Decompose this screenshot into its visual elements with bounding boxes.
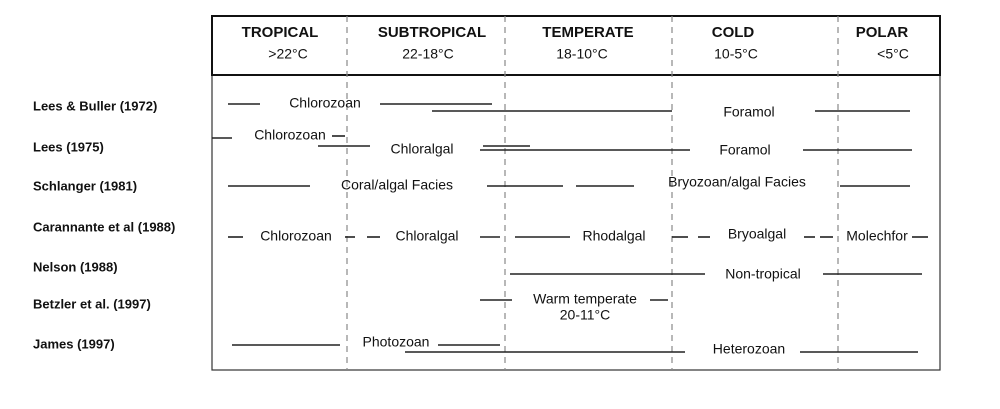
zone-label: 20-11°C	[560, 307, 610, 323]
row-author: Schlanger (1981)	[33, 178, 137, 193]
zone-label: Coral/algal Facies	[341, 177, 453, 193]
zone-name: POLAR	[856, 24, 909, 41]
zone-label: Rhodalgal	[582, 228, 645, 244]
row-author: James (1997)	[33, 336, 115, 351]
header-box	[211, 15, 941, 76]
zone-range: 22-18°C	[402, 46, 454, 62]
zone-range: <5°C	[877, 46, 909, 62]
zone-range: 18-10°C	[556, 46, 608, 62]
zone-label: Chlorozoan	[254, 127, 326, 143]
zone-label: Bryoalgal	[728, 226, 786, 242]
zone-label: Foramol	[719, 142, 770, 158]
zone-name: COLD	[712, 24, 755, 41]
zone-label: Heterozoan	[713, 341, 785, 357]
zone-label: Chloralgal	[395, 228, 458, 244]
row-author: Carannante et al (1988)	[33, 219, 175, 234]
zone-dividers	[346, 16, 839, 370]
row-author: Betzler et al. (1997)	[33, 296, 151, 311]
zone-label: Non-tropical	[725, 266, 800, 282]
zone-name: SUBTROPICAL	[378, 24, 486, 41]
zone-range: 10-5°C	[714, 46, 758, 62]
zone-range: >22°C	[268, 46, 307, 62]
zone-label: Bryozoan/algal Facies	[668, 174, 806, 190]
zone-label: Chlorozoan	[260, 228, 332, 244]
zone-name: TEMPERATE	[542, 24, 633, 41]
zone-name: TROPICAL	[242, 24, 319, 41]
zone-label: Photozoan	[363, 334, 430, 350]
row-author: Lees & Buller (1972)	[33, 98, 157, 113]
zone-label: Foramol	[723, 104, 774, 120]
zone-label: Warm temperate	[533, 291, 637, 307]
row-author: Nelson (1988)	[33, 259, 118, 274]
zone-label: Chlorozoan	[289, 95, 361, 111]
row-author: Lees (1975)	[33, 139, 104, 154]
zone-label: Molechfor	[846, 228, 908, 244]
zone-label: Chloralgal	[390, 141, 453, 157]
